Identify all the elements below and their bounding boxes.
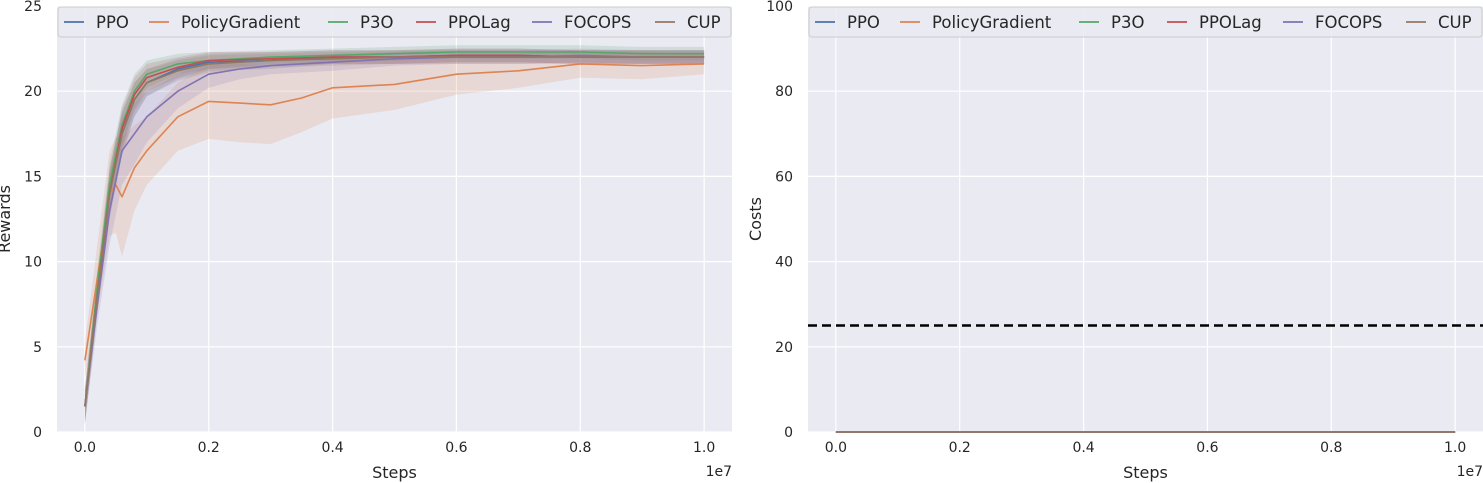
y-tick-label: 0: [784, 425, 793, 441]
x-tick-label: 0.8: [1320, 440, 1342, 456]
x-tick-label: 0.6: [1196, 440, 1218, 456]
band-ppo: [84, 48, 705, 424]
band-policygradient: [84, 50, 705, 378]
legend-box: [57, 6, 732, 38]
legend-label-ppo: PPO: [96, 13, 129, 32]
legend-label-ppolag: PPOLag: [448, 13, 511, 32]
legend-box: [808, 6, 1483, 38]
series-line-p3o: [84, 51, 705, 407]
x-offset-label: 1e7: [1457, 464, 1483, 480]
y-tick-label: 5: [33, 340, 42, 356]
plot-area: [808, 6, 1483, 432]
x-tick-label: 1.0: [693, 440, 715, 456]
x-tick-label: 0.2: [198, 440, 220, 456]
x-tick-label: 0.8: [569, 440, 591, 456]
x-tick-label: 0.6: [445, 440, 467, 456]
x-tick-label: 0.4: [321, 440, 343, 456]
legend-label-ppo: PPO: [847, 13, 880, 32]
legend-label-p3o: P3O: [1111, 13, 1144, 32]
chart-panel-1: 0.0 0.2 0.4 0.6 0.8 1.0 0 5 10 15 20 25 Steps Rewards…: [0, 0, 732, 482]
chart-panel-2: 0.0 0.2 0.4 0.6 0.8 1.0 0 20 40 60 80 100 Steps Costs…: [746, 0, 1483, 482]
y-tick-label: 40: [775, 255, 793, 271]
legend-label-focops: FOCOPS: [1315, 13, 1382, 32]
legend-label-cup: CUP: [687, 13, 721, 32]
y-tick-label: 100: [766, 0, 793, 15]
legend-label-cup: CUP: [1438, 13, 1472, 32]
y-tick-label: 80: [775, 84, 793, 100]
band-cup: [84, 50, 705, 424]
x-axis-label: Steps: [372, 463, 417, 482]
y-tick-label: 20: [24, 84, 42, 100]
legend-label-p3o: P3O: [360, 13, 393, 32]
plot-area: [57, 6, 732, 432]
legend-label-policygradient: PolicyGradient: [181, 13, 301, 32]
legend: PPO PolicyGradient P3O PPOLag FOCOPS CUP: [808, 6, 1483, 38]
y-tick-label: 10: [24, 255, 42, 271]
y-tick-label: 15: [24, 169, 42, 185]
y-tick-label: 0: [33, 425, 42, 441]
x-tick-label: 0.2: [949, 440, 971, 456]
band-ppolag: [84, 48, 705, 424]
y-axis-label: Costs: [746, 197, 765, 241]
y-tick-label: 25: [24, 0, 42, 15]
legend-label-policygradient: PolicyGradient: [932, 13, 1052, 32]
y-tick-label: 60: [775, 169, 793, 185]
series-line-cup: [84, 56, 705, 407]
x-offset-label: 1e7: [706, 464, 732, 480]
x-tick-label: 0.4: [1072, 440, 1094, 456]
y-axis-label: Rewards: [0, 185, 14, 253]
series-line-policygradient: [84, 63, 705, 361]
legend-label-focops: FOCOPS: [564, 13, 631, 32]
x-tick-label: 0.0: [74, 440, 96, 456]
x-tick-label: 0.0: [825, 440, 847, 456]
legend-label-ppolag: PPOLag: [1199, 13, 1262, 32]
x-tick-label: 1.0: [1444, 440, 1466, 456]
y-tick-label: 20: [775, 340, 793, 356]
legend: PPO PolicyGradient P3O PPOLag FOCOPS CUP: [57, 6, 732, 38]
x-axis-label: Steps: [1123, 463, 1168, 482]
